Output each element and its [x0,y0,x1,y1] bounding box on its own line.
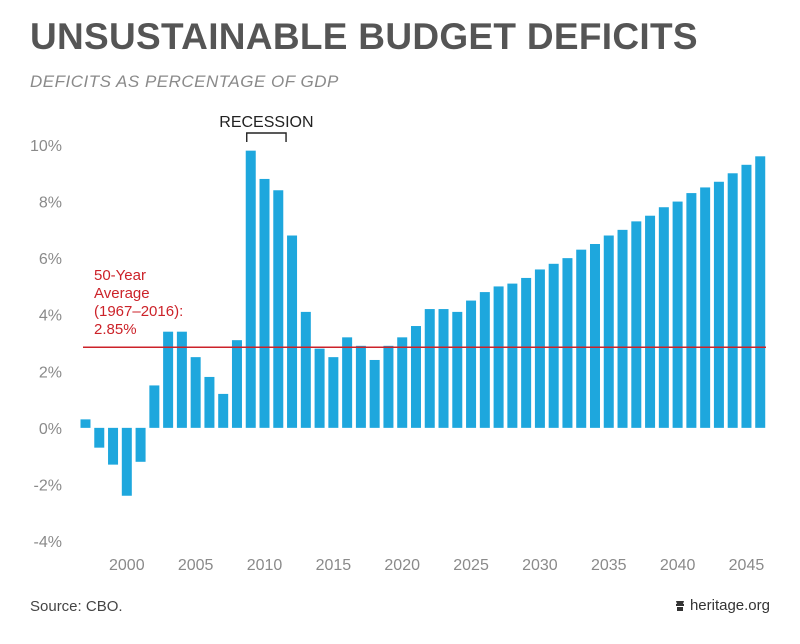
bar [493,286,504,428]
x-tick-label: 2030 [522,557,558,574]
bar [190,357,201,428]
bar [672,201,683,428]
recession-bracket [246,132,287,142]
bar [259,178,270,428]
y-tick-label: 4% [39,308,62,325]
bell-icon [675,600,684,611]
x-tick-label: 2015 [316,557,352,574]
average-label-line: 2.85% [94,321,137,338]
bar [479,292,490,428]
bar [534,269,545,428]
bar [342,337,353,428]
bar [686,193,697,428]
bar [521,277,532,428]
bar [314,348,325,428]
bar [589,244,600,428]
x-tick-label: 2000 [109,557,145,574]
bar [727,173,738,428]
bar [80,419,91,428]
bar [218,393,229,428]
bar [576,249,587,428]
bar [700,187,711,428]
bar [328,357,339,428]
brand-credit[interactable]: heritage.org [675,597,770,614]
x-tick-label: 2005 [178,557,214,574]
bar [273,190,284,428]
x-tick-label: 2035 [591,557,627,574]
bar [135,427,146,462]
bar [287,235,298,428]
bar [355,345,366,428]
bar [631,221,642,428]
bar [369,359,380,428]
bar [645,215,656,428]
x-tick-label: 2010 [247,557,283,574]
bar [397,337,408,428]
source-note: Source: CBO. [30,598,123,615]
bar [94,427,105,448]
bar [163,331,174,428]
bar [410,326,421,428]
bar [121,427,132,496]
recession-label: RECESSION [219,114,313,131]
bar [466,300,477,428]
bar [438,309,449,428]
bar [548,263,559,428]
average-label-line: Average [94,285,150,302]
bar [149,385,160,428]
y-tick-label: 0% [39,421,62,438]
y-tick-label: -4% [34,534,62,551]
bar [108,427,119,465]
bar [424,309,435,428]
bar [741,164,752,428]
y-tick-label: -2% [34,477,62,494]
y-tick-label: 8% [39,195,62,212]
x-tick-label: 2045 [729,557,765,574]
bar [507,283,518,428]
bar [176,331,187,428]
bar [204,376,215,428]
brand-name: heritage.org [689,597,770,614]
chart-title: UNSUSTAINABLE BUDGET DEFICITS [30,16,698,57]
chart-subtitle: DEFICITS AS PERCENTAGE OF GDP [30,72,339,91]
bar [300,311,311,428]
bar [452,311,463,428]
y-tick-label: 10% [30,138,62,155]
bar [383,345,394,428]
y-tick-label: 6% [39,251,62,268]
average-label-line: (1967–2016): [94,303,183,320]
bar [231,340,242,428]
bar [245,150,256,428]
bar [658,207,669,428]
bar [755,156,766,428]
y-tick-label: 2% [39,364,62,381]
average-label-line: 50-Year [94,267,146,284]
bar [562,258,573,428]
bar [603,235,614,428]
x-tick-label: 2040 [660,557,696,574]
x-tick-label: 2020 [384,557,420,574]
bar [713,181,724,428]
x-tick-label: 2025 [453,557,489,574]
bar [617,229,628,428]
